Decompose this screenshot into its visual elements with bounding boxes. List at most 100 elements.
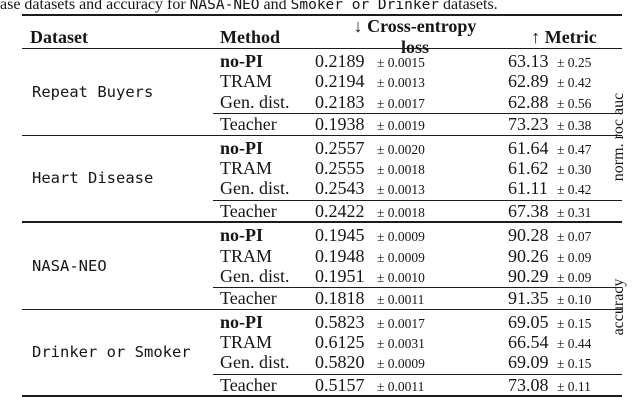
metric-value: 61.11 bbox=[508, 178, 548, 199]
table-row: no-PI 0.5823 ± 0.0017 69.05 ± 0.15 bbox=[213, 312, 622, 332]
group-label-accuracy: accuracy bbox=[610, 278, 627, 336]
metric-cell: 69.05 ± 0.15 bbox=[492, 312, 622, 333]
loss-cell: 0.2557 ± 0.0020 bbox=[312, 138, 492, 159]
method-label: TRAM bbox=[220, 332, 273, 353]
loss-cell: 0.1938 ± 0.0019 bbox=[312, 114, 492, 135]
method-label: Gen. dist. bbox=[220, 91, 290, 112]
teacher-separator-rule bbox=[213, 113, 622, 115]
dataset-block: Heart Disease no-PI 0.2557 ± 0.0020 61.64 ± 0… bbox=[22, 136, 622, 224]
dataset-block: Repeat Buyers no-PI 0.2189 ± 0.0015 63.13 ± 0… bbox=[22, 49, 622, 136]
metric-std-error: ± 0.11 bbox=[557, 378, 591, 394]
loss-std-error: ± 0.0018 bbox=[377, 204, 425, 220]
dataset-name: Repeat Buyers bbox=[32, 82, 154, 101]
method-cell: Gen. dist. bbox=[213, 352, 312, 373]
metric-cell: 90.28 ± 0.07 bbox=[492, 225, 622, 246]
metric-value: 66.54 bbox=[508, 332, 549, 353]
metric-value: 62.89 bbox=[508, 71, 549, 92]
loss-std-error: ± 0.0011 bbox=[377, 378, 425, 394]
method-label: Gen. dist. bbox=[220, 178, 290, 199]
metric-value: 90.29 bbox=[508, 265, 549, 286]
loss-std-error: ± 0.0017 bbox=[377, 315, 425, 331]
table-row: Gen. dist. 0.2543 ± 0.0013 61.11 ± 0.42 bbox=[213, 178, 622, 198]
loss-value: 0.1945 bbox=[315, 225, 365, 246]
caption-segment: Smoker or Drinker bbox=[290, 0, 440, 13]
metric-std-error: ± 0.42 bbox=[557, 182, 592, 198]
metric-value: 73.23 bbox=[508, 114, 549, 135]
metric-std-error: ± 0.30 bbox=[557, 161, 592, 177]
loss-std-error: ± 0.0010 bbox=[377, 269, 425, 285]
loss-cell: 0.1945 ± 0.0009 bbox=[312, 225, 492, 246]
table-row: Gen. dist. 0.5820 ± 0.0009 69.09 ± 0.15 bbox=[213, 352, 622, 372]
loss-cell: 0.2183 ± 0.0017 bbox=[312, 92, 492, 113]
loss-value: 0.2189 bbox=[315, 51, 365, 71]
table-row: no-PI 0.2557 ± 0.0020 61.64 ± 0.47 bbox=[213, 138, 622, 158]
loss-cell: 0.6125 ± 0.0031 bbox=[312, 332, 492, 353]
caption-segment: and bbox=[259, 0, 291, 13]
loss-value: 0.5157 bbox=[315, 374, 365, 395]
metric-cell: 73.23 ± 0.38 bbox=[492, 114, 622, 135]
loss-value: 0.1818 bbox=[315, 288, 365, 309]
loss-std-error: ± 0.0020 bbox=[377, 141, 425, 157]
dataset-name: Drinker or Smoker bbox=[32, 343, 191, 362]
method-label: no-PI bbox=[220, 51, 264, 71]
metric-std-error: ± 0.07 bbox=[557, 229, 592, 245]
metric-value: 63.13 bbox=[508, 51, 549, 71]
caption-segment: datasets. bbox=[439, 0, 498, 13]
header-dataset: Dataset bbox=[30, 26, 88, 47]
metric-cell: 90.26 ± 0.09 bbox=[492, 246, 622, 267]
table-row: TRAM 0.6125 ± 0.0031 66.54 ± 0.44 bbox=[213, 332, 622, 352]
table-caption: ase datasets and accuracy for NASA-NEO a… bbox=[0, 0, 498, 13]
loss-value: 0.2194 bbox=[315, 71, 365, 92]
loss-value: 0.5823 bbox=[315, 311, 365, 332]
caption-segment: NASA-NEO bbox=[189, 0, 260, 13]
method-label: Teacher bbox=[220, 200, 277, 221]
method-label: Teacher bbox=[220, 374, 277, 395]
method-cell: Gen. dist. bbox=[213, 178, 312, 199]
metric-cell: 69.09 ± 0.15 bbox=[492, 352, 622, 373]
header-cross-entropy-loss: ↓ Cross-entropy loss bbox=[353, 16, 477, 57]
metric-cell: 61.64 ± 0.47 bbox=[492, 138, 622, 159]
results-table: Dataset Method ↓ Cross-entropy loss ↑ Me… bbox=[22, 14, 622, 398]
loss-cell: 0.2422 ± 0.0018 bbox=[312, 201, 492, 222]
loss-std-error: ± 0.0009 bbox=[377, 229, 425, 245]
metric-std-error: ± 0.56 bbox=[557, 95, 592, 111]
loss-value: 0.6125 bbox=[315, 332, 365, 353]
loss-value: 0.5820 bbox=[315, 352, 365, 373]
table-row: Teacher 0.1818 ± 0.0011 91.35 ± 0.10 bbox=[213, 288, 622, 308]
metric-cell: 62.89 ± 0.42 bbox=[492, 71, 622, 92]
loss-value: 0.2555 bbox=[315, 157, 365, 178]
metric-cell: 61.11 ± 0.42 bbox=[492, 178, 622, 199]
loss-value: 0.2183 bbox=[315, 91, 365, 112]
loss-value: 0.2543 bbox=[315, 178, 365, 199]
method-label: TRAM bbox=[220, 157, 273, 178]
loss-cell: 0.2189 ± 0.0015 bbox=[312, 51, 492, 72]
method-cell: Teacher bbox=[213, 288, 312, 309]
metric-cell: 91.35 ± 0.10 bbox=[492, 288, 622, 309]
teacher-separator-rule bbox=[213, 373, 622, 375]
loss-std-error: ± 0.0009 bbox=[377, 249, 425, 265]
metric-std-error: ± 0.47 bbox=[557, 141, 592, 157]
loss-value: 0.1938 bbox=[315, 114, 365, 135]
metric-cell: 62.88 ± 0.56 bbox=[492, 92, 622, 113]
metric-std-error: ± 0.09 bbox=[557, 269, 592, 285]
loss-std-error: ± 0.0017 bbox=[377, 95, 425, 111]
dataset-block: Drinker or Smoker no-PI 0.5823 ± 0.0017 69.0… bbox=[22, 310, 622, 398]
method-cell: Gen. dist. bbox=[213, 92, 312, 113]
table-row: TRAM 0.1948 ± 0.0009 90.26 ± 0.09 bbox=[213, 246, 622, 266]
loss-value: 0.2422 bbox=[315, 200, 365, 221]
metric-value: 62.88 bbox=[508, 91, 549, 112]
method-cell: Teacher bbox=[213, 375, 312, 396]
loss-cell: 0.1818 ± 0.0011 bbox=[312, 288, 492, 309]
loss-value: 0.2557 bbox=[315, 137, 365, 158]
metric-cell: 63.13 ± 0.25 bbox=[492, 51, 622, 72]
method-label: TRAM bbox=[220, 245, 273, 266]
method-rows: no-PI 0.2557 ± 0.0020 61.64 ± 0.47 TRAM 0.2555… bbox=[213, 136, 622, 222]
method-cell: TRAM bbox=[213, 71, 312, 92]
table-row: Teacher 0.5157 ± 0.0011 73.08 ± 0.11 bbox=[213, 375, 622, 395]
metric-value: 67.38 bbox=[508, 200, 549, 221]
metric-cell: 90.29 ± 0.09 bbox=[492, 266, 622, 287]
method-label: no-PI bbox=[220, 311, 264, 332]
loss-cell: 0.2194 ± 0.0013 bbox=[312, 71, 492, 92]
loss-std-error: ± 0.0015 bbox=[377, 55, 425, 70]
metric-value: 91.35 bbox=[508, 288, 549, 309]
